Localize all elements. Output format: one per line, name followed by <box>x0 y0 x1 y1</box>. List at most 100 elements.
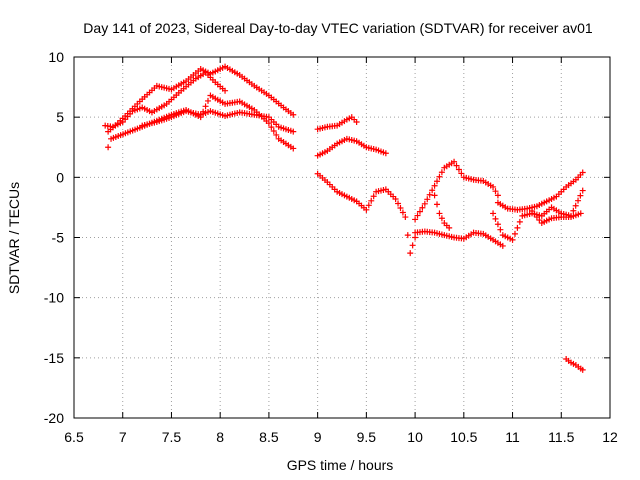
data-point <box>572 202 579 209</box>
data-point <box>458 170 465 177</box>
data-point <box>514 224 521 231</box>
data-point <box>407 250 414 257</box>
data-point <box>490 183 497 190</box>
series-track-11 <box>494 169 586 213</box>
data-point <box>455 166 462 173</box>
series-track-7 <box>314 170 419 257</box>
data-point <box>363 206 370 213</box>
series-track-10 <box>431 192 453 231</box>
data-point <box>579 187 586 194</box>
x-axis-label: GPS time / hours <box>287 457 394 473</box>
data-point <box>446 224 453 231</box>
data-point <box>426 191 433 198</box>
x-tick-label: 11.5 <box>548 429 574 445</box>
x-tick-label: 11 <box>505 429 520 445</box>
data-points <box>102 63 586 373</box>
data-point <box>365 202 372 209</box>
data-point <box>434 201 441 208</box>
series-track-8 <box>412 158 501 223</box>
y-tick-label: -20 <box>44 410 64 426</box>
series-track-3 <box>105 92 297 152</box>
x-tick-label: 7 <box>119 429 127 445</box>
data-point <box>419 204 426 211</box>
data-point <box>397 205 404 212</box>
data-point <box>105 144 112 151</box>
series-track-13 <box>529 208 584 227</box>
data-point <box>494 192 501 199</box>
series-track-2 <box>102 69 229 130</box>
x-tick-label: 6.5 <box>64 429 84 445</box>
data-point <box>416 208 423 215</box>
data-point <box>290 145 297 152</box>
data-point <box>533 214 540 221</box>
data-point <box>531 211 538 218</box>
data-point <box>492 188 499 195</box>
data-point <box>579 169 586 176</box>
data-point <box>438 215 445 222</box>
data-point <box>222 87 229 94</box>
data-point <box>577 192 584 199</box>
data-point <box>273 131 280 138</box>
y-tick-label: -5 <box>52 230 65 246</box>
series-track-4 <box>139 108 297 135</box>
data-point <box>424 196 431 203</box>
data-point <box>421 200 428 207</box>
series-track-1 <box>105 63 297 135</box>
data-point <box>431 192 438 199</box>
x-tick-label: 9 <box>314 429 322 445</box>
series-track-5 <box>314 114 360 133</box>
x-tick-label: 9.5 <box>357 429 377 445</box>
data-point <box>395 200 402 207</box>
x-tick-label: 7.5 <box>162 429 182 445</box>
data-point <box>436 173 443 180</box>
data-point <box>516 218 523 225</box>
axis-ticks: 6.5 7 7.5 8 8.5 9 9.5 10 10.5 11 11.5 12 10 5 0 -5 -10 -1… <box>44 49 618 445</box>
x-tick-label: 10 <box>407 429 423 445</box>
data-point <box>575 197 582 204</box>
data-point <box>382 150 389 157</box>
data-point <box>412 216 419 223</box>
x-tick-label: 10.5 <box>450 429 477 445</box>
data-point <box>202 103 209 110</box>
data-point <box>370 193 377 200</box>
chart-title: Day 141 of 2023, Sidereal Day-to-day VTE… <box>83 20 593 36</box>
series-track-6 <box>314 135 389 159</box>
data-point <box>353 118 360 125</box>
y-tick-label: 10 <box>48 49 64 65</box>
x-tick-label: 8.5 <box>259 429 279 445</box>
data-point <box>409 242 416 249</box>
y-tick-label: -10 <box>44 290 64 306</box>
data-point <box>490 210 497 217</box>
data-point <box>431 182 438 189</box>
data-point <box>497 226 504 233</box>
data-point <box>429 187 436 194</box>
data-point <box>499 242 506 249</box>
data-point <box>392 195 399 202</box>
data-point <box>536 217 543 224</box>
data-point <box>451 158 458 165</box>
data-point <box>511 230 518 237</box>
x-tick-label: 8 <box>216 429 224 445</box>
data-point <box>509 236 516 243</box>
data-point <box>404 232 411 239</box>
data-point <box>205 97 211 104</box>
data-point <box>438 169 445 176</box>
data-point <box>570 207 577 214</box>
y-tick-label: 0 <box>56 169 64 185</box>
data-point <box>268 124 275 131</box>
y-tick-label: -15 <box>44 350 64 366</box>
data-point <box>436 210 443 217</box>
data-point <box>402 214 409 221</box>
data-point <box>579 366 586 373</box>
data-point <box>453 162 460 169</box>
data-point <box>368 197 375 204</box>
data-point <box>494 221 501 228</box>
data-point <box>414 212 421 219</box>
x-tick-label: 12 <box>602 429 618 445</box>
data-point <box>270 128 277 135</box>
data-point <box>290 111 297 118</box>
series-track-9 <box>412 228 506 249</box>
series-track-14 <box>563 356 586 373</box>
data-point <box>434 178 441 185</box>
